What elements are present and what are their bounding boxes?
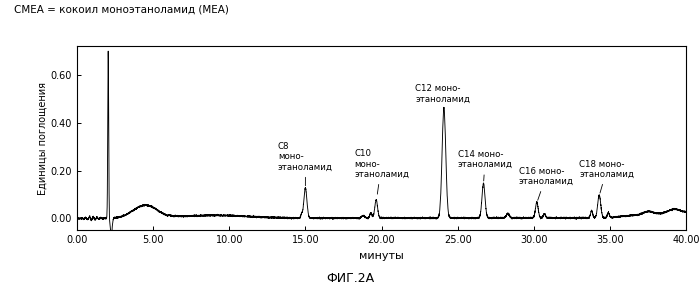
Y-axis label: Единицы поглощения: Единицы поглощения [38,82,48,195]
Text: С14 моно-
этаноламид: С14 моно- этаноламид [458,150,512,181]
X-axis label: минуты: минуты [359,251,404,261]
Text: С8
моно-
этаноламид: С8 моно- этаноламид [278,142,333,186]
Text: С18 моно-
этаноламид: С18 моно- этаноламид [580,160,634,193]
Text: С12 моно-
этаноламид: С12 моно- этаноламид [415,84,470,111]
Text: С10
моно-
этаноламид: С10 моно- этаноламид [354,149,409,194]
Text: С16 моно-
этаноламид: С16 моно- этаноламид [519,167,573,200]
Text: ФИГ.2А: ФИГ.2А [326,272,374,285]
Text: СМЕА = кокоил моноэтаноламид (МЕА): СМЕА = кокоил моноэтаноламид (МЕА) [14,4,229,14]
